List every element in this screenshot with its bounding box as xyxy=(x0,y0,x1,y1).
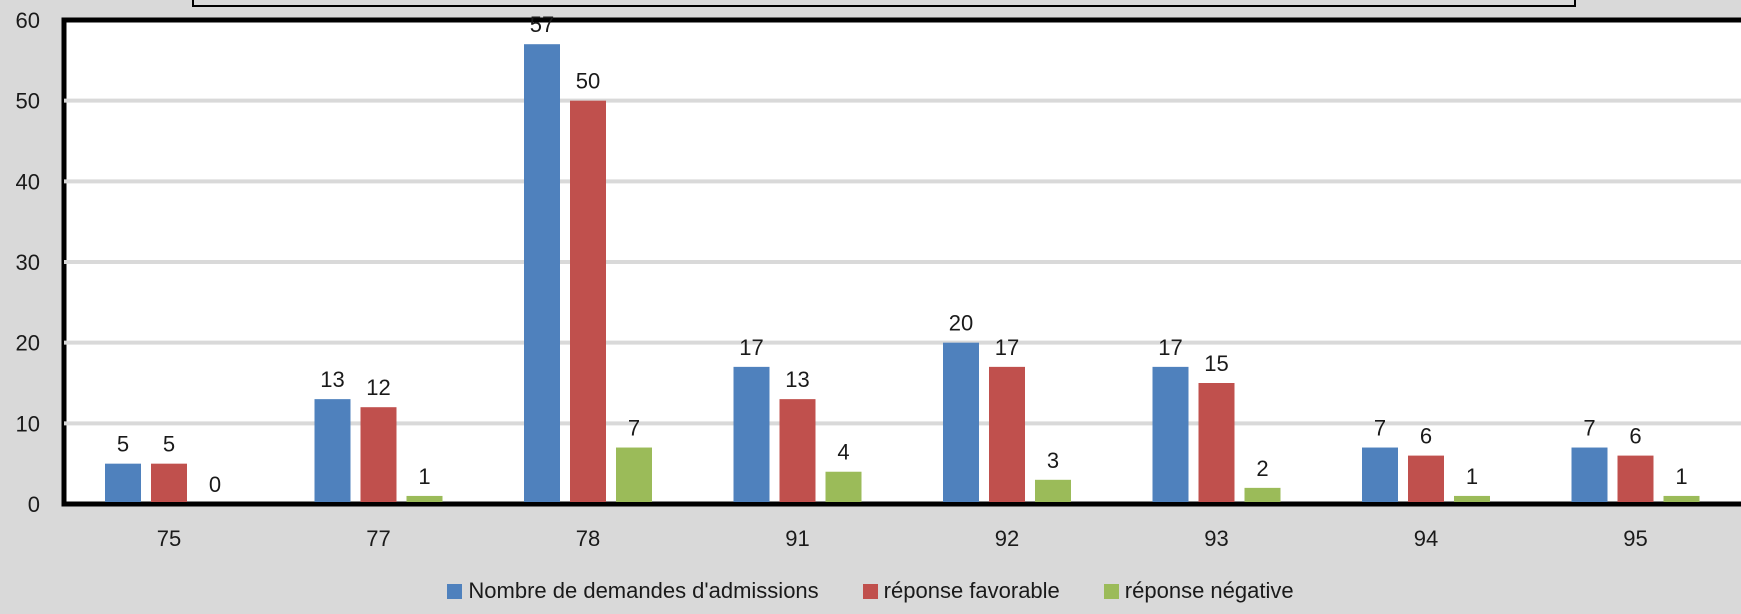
data-label: 6 xyxy=(1629,424,1641,449)
bar-reponse-negative-95 xyxy=(1663,495,1700,504)
data-label: 1 xyxy=(418,464,430,489)
data-label: 5 xyxy=(117,432,129,457)
data-label: 4 xyxy=(837,440,849,465)
y-tick-label: 10 xyxy=(16,411,40,436)
data-label: 20 xyxy=(949,311,973,336)
data-label: 0 xyxy=(209,472,221,497)
data-label: 6 xyxy=(1420,424,1432,449)
legend-swatch-demandes xyxy=(447,583,463,599)
data-label: 13 xyxy=(320,367,344,392)
data-label: 15 xyxy=(1204,351,1228,376)
bar-reponse-favorable-95 xyxy=(1617,455,1654,504)
bar-nombre-de-demandes-d-admissions-78 xyxy=(524,44,560,504)
data-label: 1 xyxy=(1675,464,1687,489)
legend-item-demandes: Nombre de demandes d'admissions xyxy=(447,578,819,604)
legend-item-negative: réponse négative xyxy=(1103,578,1294,604)
bar-reponse-negative-92 xyxy=(1035,479,1071,504)
bar-reponse-negative-93 xyxy=(1244,487,1281,504)
bar-nombre-de-demandes-d-admissions-92 xyxy=(943,342,979,504)
bar-reponse-favorable-94 xyxy=(1408,455,1444,504)
bar-nombre-de-demandes-d-admissions-77 xyxy=(314,399,351,504)
data-label: 50 xyxy=(576,69,600,94)
bar-reponse-negative-78 xyxy=(616,447,652,504)
x-axis-ticks: 75 77 78 91 92 93 94 95 xyxy=(157,526,1648,551)
bar-reponse-favorable-75 xyxy=(151,463,187,504)
bar-nombre-de-demandes-d-admissions-93 xyxy=(1152,366,1189,504)
data-label: 17 xyxy=(1158,335,1182,360)
x-tick-label: 91 xyxy=(785,526,809,551)
bar-nombre-de-demandes-d-admissions-94 xyxy=(1362,447,1398,504)
x-tick-label: 94 xyxy=(1414,526,1438,551)
y-tick-label: 40 xyxy=(16,169,40,194)
data-label: 1 xyxy=(1466,464,1478,489)
x-tick-label: 95 xyxy=(1623,526,1647,551)
bar-reponse-favorable-93 xyxy=(1198,383,1235,504)
legend-swatch-favorable xyxy=(862,583,878,599)
data-label: 5 xyxy=(163,432,175,457)
data-label: 7 xyxy=(1583,416,1595,441)
bar-nombre-de-demandes-d-admissions-95 xyxy=(1571,447,1608,504)
y-tick-label: 50 xyxy=(16,89,40,114)
data-label: 3 xyxy=(1047,448,1059,473)
bar-reponse-negative-77 xyxy=(406,495,443,504)
bar-nombre-de-demandes-d-admissions-75 xyxy=(105,463,141,504)
legend-item-favorable: réponse favorable xyxy=(862,578,1060,604)
y-tick-label: 30 xyxy=(16,250,40,275)
legend-swatch-negative xyxy=(1103,583,1119,599)
x-tick-label: 77 xyxy=(366,526,390,551)
x-tick-label: 75 xyxy=(157,526,181,551)
data-label: 7 xyxy=(1374,416,1386,441)
data-label: 2 xyxy=(1256,456,1268,481)
data-label: 12 xyxy=(366,375,390,400)
bars xyxy=(105,44,1700,505)
data-label: 57 xyxy=(530,12,554,37)
bar-reponse-negative-94 xyxy=(1454,495,1490,504)
bar-reponse-negative-91 xyxy=(825,471,862,504)
legend-label-demandes: Nombre de demandes d'admissions xyxy=(468,578,819,603)
data-label: 17 xyxy=(995,335,1019,360)
data-label: 7 xyxy=(628,416,640,441)
title-frame xyxy=(192,0,1576,7)
bar-nombre-de-demandes-d-admissions-91 xyxy=(733,366,770,504)
bar-reponse-favorable-92 xyxy=(989,366,1025,504)
y-tick-label: 20 xyxy=(16,331,40,356)
legend-label-negative: réponse négative xyxy=(1124,578,1294,603)
x-tick-label: 92 xyxy=(995,526,1019,551)
y-tick-label: 0 xyxy=(28,492,40,517)
x-tick-label: 78 xyxy=(576,526,600,551)
x-tick-label: 93 xyxy=(1204,526,1228,551)
data-label: 13 xyxy=(785,367,809,392)
y-tick-label: 60 xyxy=(16,8,40,33)
legend: Nombre de demandes d'admissions réponse … xyxy=(0,578,1741,604)
y-axis-ticks: 0 10 20 30 40 50 60 xyxy=(16,8,40,517)
data-label: 17 xyxy=(739,335,763,360)
bar-reponse-favorable-77 xyxy=(360,407,397,504)
bar-reponse-favorable-78 xyxy=(570,100,606,505)
bar-reponse-favorable-91 xyxy=(779,399,816,504)
legend-label-favorable: réponse favorable xyxy=(883,578,1060,603)
